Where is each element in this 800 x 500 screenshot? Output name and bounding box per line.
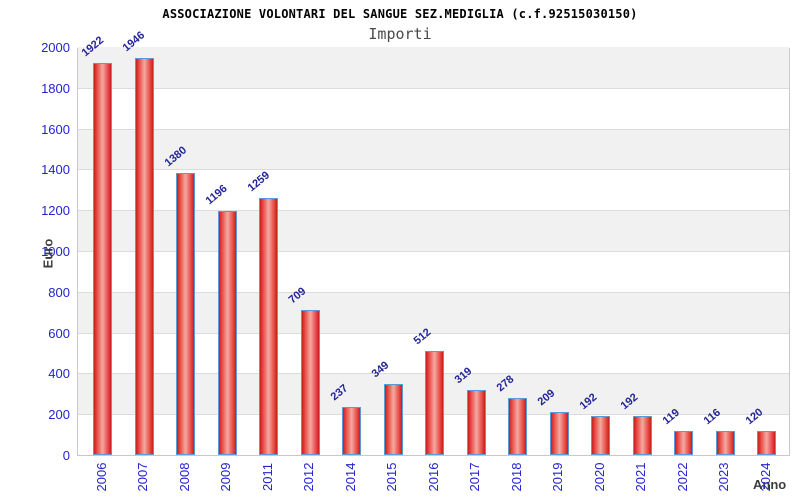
x-tick-label: 2017: [467, 462, 482, 492]
x-tick-label: 2023: [716, 462, 731, 492]
y-tick-label: 2000: [41, 40, 70, 55]
plot-band: [78, 251, 789, 292]
x-tick-label: 2008: [176, 462, 192, 492]
x-tick-label: 2016: [425, 462, 441, 492]
x-tick-label: 2015: [384, 462, 399, 492]
gridline: [78, 128, 789, 130]
y-tick-label: 600: [48, 325, 70, 341]
gridline: [78, 291, 789, 293]
y-tick-label: 200: [48, 407, 70, 423]
plot-band: [78, 47, 789, 88]
y-tick-label: 1600: [41, 121, 70, 137]
gridline: [78, 87, 789, 89]
plot-band: [78, 291, 789, 333]
bar-2017: [466, 390, 486, 455]
x-tick-label: 2021: [633, 462, 648, 492]
x-tick-label: 2009: [218, 462, 233, 492]
bar-2020: [591, 416, 610, 455]
bar-2008: [176, 173, 195, 455]
x-tick-label: 2019: [550, 462, 565, 492]
x-tick-label: 2006: [93, 462, 109, 492]
gridline: [78, 332, 789, 334]
gridline: [78, 210, 789, 212]
y-tick-label: 1000: [41, 244, 70, 259]
x-axis-title: Anno: [753, 477, 787, 492]
plot-area: [77, 47, 790, 456]
y-tick-label: 1800: [41, 80, 70, 96]
y-tick-label: 1400: [41, 162, 70, 178]
y-tick-label: 0: [62, 448, 70, 463]
gridline: [78, 169, 789, 171]
plot-band: [78, 169, 789, 211]
bar-2022: [674, 431, 693, 455]
y-tick-label: 1200: [41, 203, 70, 219]
x-tick-label: 2022: [674, 462, 690, 492]
bar-2023: [715, 431, 735, 455]
bar-2009: [217, 211, 237, 455]
x-tick-label: 2007: [135, 462, 150, 492]
gridline: [78, 251, 789, 252]
bar-2007: [134, 58, 154, 455]
plot-band: [78, 210, 789, 251]
x-tick-label: 2020: [591, 462, 607, 492]
bar-2024: [757, 431, 776, 455]
y-tick-label: 400: [48, 366, 70, 382]
plot-band: [78, 128, 789, 170]
y-tick-label: 800: [48, 284, 70, 300]
x-tick-label: 2012: [301, 462, 316, 492]
bar-2018: [508, 398, 527, 455]
x-tick-label: 2024: [757, 462, 773, 492]
chart-subtitle: Importi: [368, 25, 432, 43]
plot-band: [78, 87, 789, 129]
bar-2019: [549, 412, 569, 455]
bar-2016: [425, 351, 444, 455]
chart-title: ASSOCIAZIONE VOLONTARI DEL SANGUE SEZ.ME…: [162, 7, 638, 21]
x-tick-label: 2018: [508, 462, 524, 492]
x-tick-label: 2011: [259, 463, 275, 491]
x-tick-label: 2014: [342, 462, 358, 492]
bar-2021: [632, 416, 652, 455]
bar-2014: [342, 407, 361, 455]
bar-2012: [300, 310, 320, 455]
bar-2011: [259, 198, 278, 455]
bar-2015: [383, 384, 403, 455]
bar-2006: [93, 63, 112, 455]
